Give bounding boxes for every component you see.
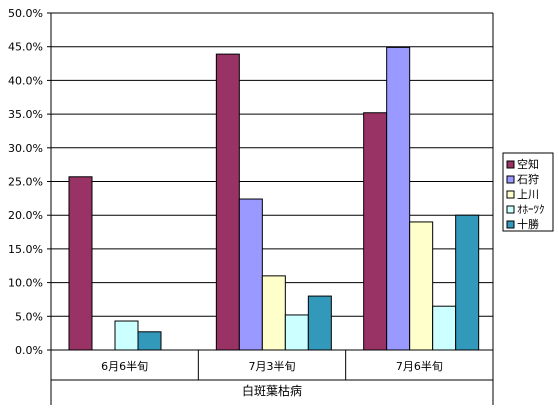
legend-swatch [506,190,515,199]
y-tick-label: 0.0% [15,344,43,357]
legend-label: ｵﾎｰﾂｸ [517,203,545,216]
legend-label: 上川 [517,188,539,201]
y-tick-label: 40.0% [8,74,43,87]
bar [409,221,434,351]
y-tick-label: 25.0% [8,176,43,189]
category-labels: 6月6半旬 7月3半旬 7月6半旬 [101,359,443,373]
y-tick-label: 45.0% [8,41,43,54]
axes [50,12,494,405]
bar [432,305,457,351]
bars [68,46,480,351]
y-tick-label: 5.0% [15,310,43,323]
y-tick-label: 15.0% [8,243,43,256]
bar [363,112,388,351]
y-axis-ticks: 0.0% 5.0% 10.0% 15.0% 20.0% 25.0% 30.0% 35.0% 40… [8,7,51,357]
y-tick-label: 35.0% [8,108,43,121]
legend-label: 石狩 [517,172,539,186]
legend-label: 空知 [517,157,539,171]
category-label: 7月3半旬 [249,359,296,373]
legend-swatch [506,220,515,229]
bar [238,198,263,351]
legend-label: 十勝 [517,217,539,231]
bar [307,295,332,351]
bar [386,46,411,351]
y-tick-label: 10.0% [8,277,43,290]
x-axis-title: 白斑葉枯病 [242,383,302,398]
legend-swatch [506,175,515,184]
y-tick-label: 20.0% [8,209,43,222]
bar [114,320,139,351]
y-tick-label: 50.0% [8,7,43,20]
bar [455,214,480,351]
bar [68,176,93,351]
bar [284,314,309,351]
category-label: 7月6半旬 [396,359,443,373]
bar [261,275,286,351]
bar [215,53,240,351]
legend-swatch [506,160,515,169]
bar [137,331,162,351]
category-label: 6月6半旬 [101,359,148,373]
legend-swatch [506,205,515,214]
y-tick-label: 30.0% [8,142,43,155]
